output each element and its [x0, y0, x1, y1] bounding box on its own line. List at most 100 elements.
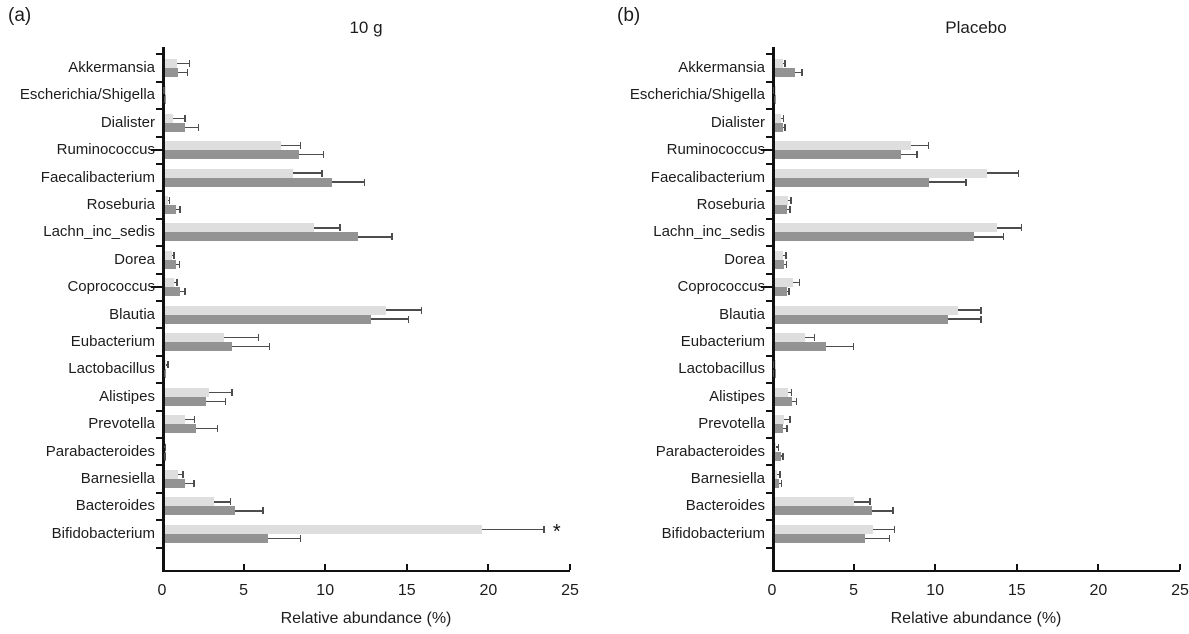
dark-gray-bars-bar — [774, 314, 949, 324]
category-label: Parabacteroides — [655, 442, 765, 460]
error-bar-cap — [391, 233, 393, 241]
error-bar-line — [873, 528, 895, 531]
error-bar-cap — [772, 87, 775, 95]
error-bar-line — [784, 418, 791, 421]
error-bar-line — [174, 281, 177, 284]
y-tick — [156, 327, 162, 330]
error-bar-cap — [176, 279, 178, 287]
error-bar-line — [783, 254, 786, 257]
light-gray-bars-bar — [164, 59, 177, 68]
y-tick — [156, 299, 162, 302]
y-tick — [156, 53, 162, 56]
dark-gray-bars-bar — [164, 150, 300, 160]
category-label: Lactobacillus — [68, 360, 155, 378]
error-bar-line — [206, 400, 226, 403]
error-bar-line — [791, 400, 797, 403]
dark-gray-bars-bar — [164, 342, 233, 351]
error-bar-cap — [224, 397, 227, 405]
error-bar-cap — [257, 334, 260, 341]
error-bar-cap — [173, 251, 175, 259]
category-label: Bifidobacterium — [51, 524, 155, 542]
x-tick — [162, 563, 164, 570]
category-label: Dorea — [724, 250, 765, 268]
y-major-tick — [151, 149, 162, 152]
category-label: Escherichia/Shigella — [629, 86, 765, 104]
error-bar-cap — [164, 452, 166, 460]
category-label: Lachn_inc_sedis — [43, 223, 155, 241]
error-bar-line — [177, 473, 184, 476]
y-tick — [766, 162, 772, 165]
y-tick — [156, 108, 162, 111]
error-bar-line — [292, 172, 322, 174]
light-gray-bars-bar — [164, 278, 175, 288]
error-bar-line — [825, 345, 854, 348]
light-gray-bars-bar — [774, 223, 998, 233]
y-tick — [766, 190, 772, 193]
y-tick — [766, 245, 772, 248]
category-label: Faecalibacterium — [650, 168, 765, 186]
error-bar-cap — [784, 60, 786, 67]
error-bar-line — [900, 153, 918, 156]
light-gray-bars-bar — [774, 442, 777, 452]
error-bar-cap — [184, 288, 186, 296]
x-tick — [405, 563, 408, 570]
error-bar-line — [782, 62, 786, 65]
error-bar-cap — [780, 480, 783, 487]
x-tick — [487, 563, 490, 570]
light-gray-bars-bar — [774, 86, 775, 96]
error-bar-cap — [1020, 224, 1023, 232]
panel-letter-a: (a) — [8, 5, 32, 26]
y-tick — [766, 299, 772, 302]
dark-gray-bars-bar — [774, 451, 781, 461]
panel-a: (a) 10 g Akkermansia Escherichia/Shigella… — [0, 5, 579, 627]
light-gray-bars-bar — [164, 113, 174, 123]
error-bar-line — [481, 528, 544, 531]
error-bar-cap — [892, 507, 894, 515]
x-axis-line — [162, 569, 570, 572]
category-label: Dialister — [100, 113, 155, 131]
error-bar-cap — [852, 343, 855, 350]
error-bar-cap — [784, 123, 786, 131]
dark-gray-bars-bar — [774, 424, 783, 434]
y-tick — [766, 382, 772, 385]
error-bar-line — [184, 482, 194, 485]
y-tick — [156, 217, 162, 220]
error-bar-cap — [543, 525, 545, 533]
error-bar-cap — [789, 206, 791, 213]
error-bar-cap — [927, 142, 930, 150]
y-major-tick — [761, 286, 772, 289]
y-axis-line — [772, 47, 775, 572]
x-tick — [1015, 563, 1018, 570]
panel-b: (b) Placebo Akkermansia Escherichia/Shige… — [595, 0, 1189, 634]
y-tick — [156, 80, 162, 83]
light-gray-bars-bar — [164, 223, 314, 233]
dark-gray-bars-bar — [164, 122, 185, 132]
error-bar-cap — [813, 334, 816, 341]
error-bar-line — [171, 254, 175, 257]
category-label: Lactobacillus — [678, 360, 765, 378]
y-tick — [766, 327, 772, 330]
dark-gray-bars-bar — [164, 506, 236, 516]
category-label: Bacteroides — [685, 497, 765, 515]
error-bar-cap — [363, 178, 366, 186]
error-bar-cap — [916, 151, 918, 159]
error-bar-line — [997, 227, 1022, 229]
error-bar-line — [958, 309, 981, 311]
error-bar-cap — [182, 471, 184, 478]
x-tick — [852, 563, 855, 570]
category-labels-a: Akkermansia Escherichia/Shigella Dialister… — [0, 47, 155, 572]
error-bar-line — [974, 236, 1004, 238]
panel-letter-b: (b) — [617, 5, 641, 26]
dark-gray-bars-bar — [774, 369, 775, 379]
dark-gray-bars-bar — [774, 68, 795, 77]
error-bar-cap — [163, 96, 166, 104]
dark-gray-bars-bar — [164, 68, 179, 77]
x-tick-label: 0 — [157, 582, 167, 599]
x-tick — [324, 563, 327, 570]
y-tick — [766, 53, 772, 56]
error-bar-line — [786, 208, 790, 211]
error-bar-line — [853, 501, 870, 503]
error-bar-cap — [786, 425, 788, 433]
y-tick — [156, 546, 162, 549]
light-gray-bars-bar — [164, 470, 178, 479]
